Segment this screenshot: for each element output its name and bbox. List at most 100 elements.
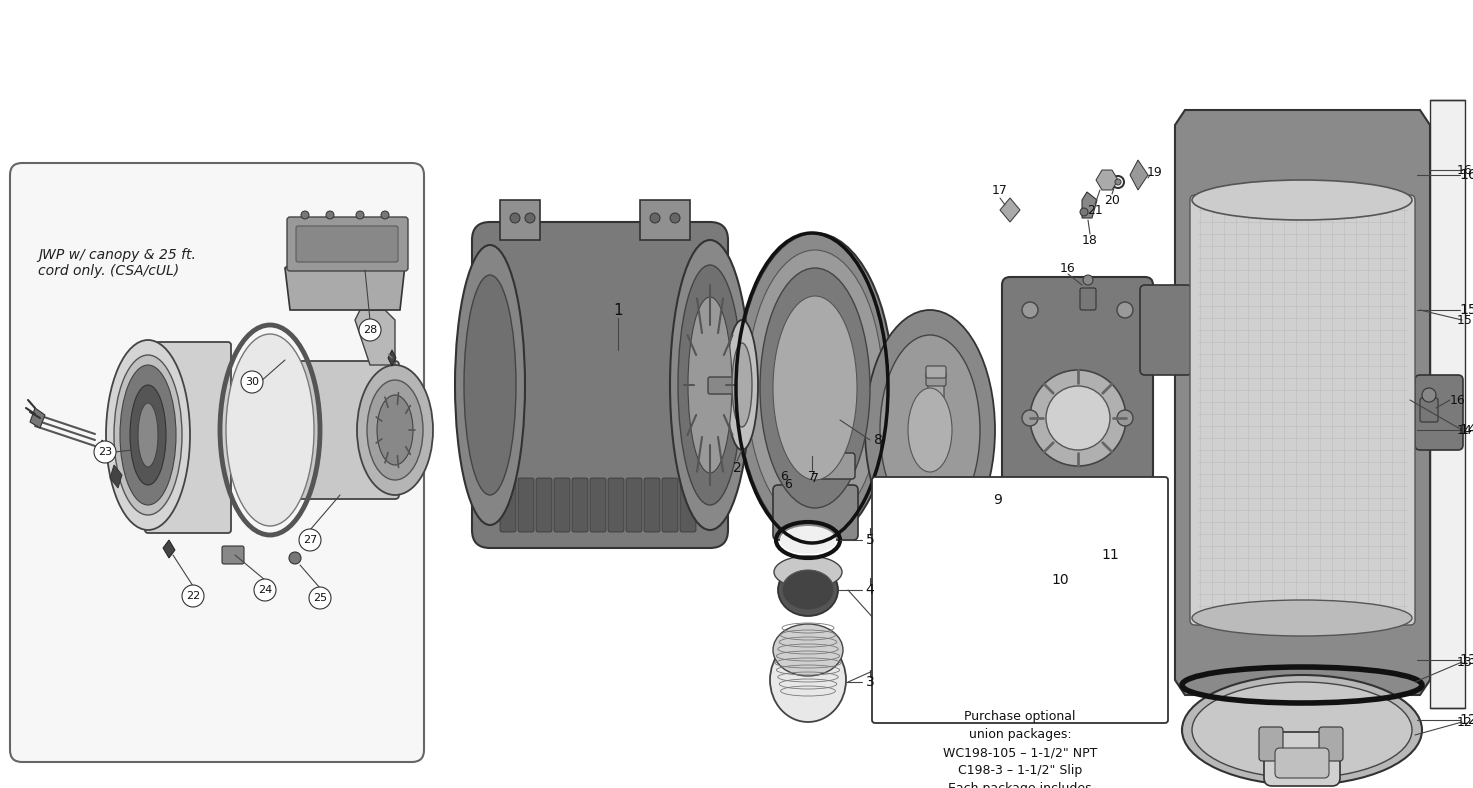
Text: 18: 18 [1083,233,1097,247]
FancyBboxPatch shape [554,478,570,532]
FancyBboxPatch shape [1264,732,1340,786]
Ellipse shape [760,268,871,508]
Ellipse shape [1192,600,1413,636]
FancyBboxPatch shape [872,477,1168,723]
Text: 15: 15 [1460,303,1473,317]
FancyBboxPatch shape [591,478,605,532]
Ellipse shape [225,334,314,526]
Text: 2: 2 [732,461,741,475]
Ellipse shape [781,526,837,554]
Polygon shape [639,200,689,240]
Circle shape [309,587,331,609]
FancyBboxPatch shape [1140,285,1192,375]
Bar [1430,100,1466,708]
Ellipse shape [464,275,516,495]
Text: 15: 15 [1457,314,1473,326]
Circle shape [510,213,520,223]
FancyBboxPatch shape [773,485,857,540]
Text: 17: 17 [991,184,1008,196]
Circle shape [242,371,264,393]
Circle shape [1022,522,1038,538]
FancyBboxPatch shape [518,478,535,532]
Ellipse shape [782,570,834,610]
Text: 27: 27 [303,535,317,545]
Ellipse shape [736,233,893,543]
Ellipse shape [773,624,843,676]
FancyBboxPatch shape [144,342,231,533]
Polygon shape [164,540,175,558]
Ellipse shape [356,365,433,495]
Circle shape [1117,522,1133,538]
Polygon shape [29,408,46,428]
Text: 14: 14 [1460,423,1473,437]
Circle shape [382,211,389,219]
Polygon shape [284,260,405,310]
FancyBboxPatch shape [928,376,944,412]
FancyBboxPatch shape [709,377,747,394]
Text: 22: 22 [186,591,200,601]
Polygon shape [387,350,396,366]
Text: 9: 9 [994,493,1003,507]
Text: 13: 13 [1457,656,1473,668]
FancyBboxPatch shape [927,372,946,386]
Circle shape [94,441,116,463]
Ellipse shape [113,355,183,515]
Ellipse shape [688,297,732,473]
Circle shape [300,211,309,219]
Text: 8: 8 [873,433,882,447]
FancyBboxPatch shape [1002,277,1153,558]
Polygon shape [355,310,395,365]
Text: 19: 19 [1147,165,1162,179]
Ellipse shape [778,564,838,616]
FancyBboxPatch shape [10,163,424,762]
Polygon shape [1175,110,1430,695]
Text: JWP w/ canopy & 25 ft.
cord only. (CSA/cUL): JWP w/ canopy & 25 ft. cord only. (CSA/c… [38,248,196,278]
Ellipse shape [119,365,175,505]
Ellipse shape [377,395,412,465]
Text: 16: 16 [1457,163,1473,177]
FancyBboxPatch shape [499,478,516,532]
FancyBboxPatch shape [471,222,728,548]
FancyBboxPatch shape [809,453,854,479]
Text: 13: 13 [1460,653,1473,667]
Text: 16: 16 [1460,168,1473,182]
Ellipse shape [879,335,980,525]
FancyBboxPatch shape [1318,727,1343,761]
Circle shape [1046,386,1111,450]
Text: 21: 21 [1087,203,1103,217]
Ellipse shape [106,340,190,530]
Circle shape [1022,410,1038,426]
FancyBboxPatch shape [536,478,552,532]
FancyBboxPatch shape [222,546,245,564]
Text: 7: 7 [809,470,816,482]
FancyBboxPatch shape [1420,398,1438,422]
FancyBboxPatch shape [1259,727,1283,761]
FancyBboxPatch shape [1416,375,1463,450]
Polygon shape [1000,198,1019,222]
Ellipse shape [907,388,952,472]
Ellipse shape [1181,675,1421,785]
Circle shape [1022,302,1038,318]
Text: 1: 1 [613,303,623,318]
FancyBboxPatch shape [644,478,660,532]
FancyBboxPatch shape [296,226,398,262]
Circle shape [1117,302,1133,318]
Text: 11: 11 [1102,548,1119,562]
Text: 7: 7 [812,471,819,485]
Circle shape [1115,179,1121,185]
FancyBboxPatch shape [608,478,625,532]
Ellipse shape [1192,180,1413,220]
Ellipse shape [678,265,742,505]
Circle shape [1109,504,1121,516]
Circle shape [1421,388,1436,402]
Circle shape [356,211,364,219]
Text: 12: 12 [1460,713,1473,727]
Text: 30: 30 [245,377,259,387]
Circle shape [326,211,334,219]
Ellipse shape [455,245,524,525]
Text: 10: 10 [1052,573,1069,587]
Circle shape [253,579,275,601]
Text: 4: 4 [866,583,875,597]
FancyBboxPatch shape [572,478,588,532]
Text: 3: 3 [866,675,875,689]
